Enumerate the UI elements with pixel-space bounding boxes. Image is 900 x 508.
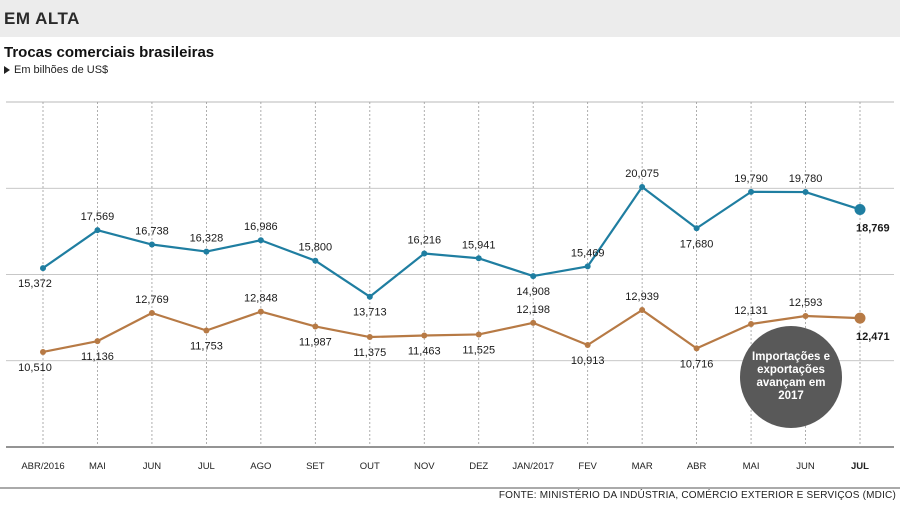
x-tick-label: ABR	[687, 461, 707, 472]
data-label-2: 12,198	[516, 304, 550, 316]
kicker-bar	[0, 0, 900, 37]
data-point-2	[475, 331, 482, 338]
data-label-2: 12,471	[856, 331, 890, 343]
data-point-1	[312, 257, 319, 264]
data-label-2: 12,769	[135, 294, 169, 306]
data-label-2: 12,939	[625, 291, 659, 303]
data-point-1	[584, 263, 591, 270]
data-point-2	[366, 334, 373, 341]
x-tick-label: JUN	[143, 461, 162, 472]
data-label-1: 19,780	[789, 173, 823, 185]
data-label-1: 17,569	[81, 211, 115, 223]
data-point-2	[802, 313, 809, 320]
data-label-1: 18,769	[856, 222, 890, 234]
data-point-1	[475, 255, 482, 262]
data-point-1	[854, 203, 866, 215]
data-point-1	[693, 225, 700, 232]
data-point-2	[312, 323, 319, 330]
data-label-2: 10,913	[571, 355, 605, 367]
data-point-1	[257, 237, 264, 244]
data-label-2: 11,136	[81, 351, 114, 363]
data-label-2: 10,510	[18, 362, 52, 374]
data-point-2	[257, 308, 264, 315]
data-label-1: 19,790	[734, 173, 768, 185]
data-label-2: 11,987	[299, 336, 332, 348]
data-point-2	[854, 312, 866, 324]
x-tick-label: MAI	[743, 461, 760, 472]
data-point-2	[421, 332, 428, 339]
series-line-1	[42, 185, 861, 298]
data-point-1	[639, 183, 646, 190]
data-label-1: 16,328	[190, 233, 224, 245]
data-label-2: 12,848	[244, 293, 278, 305]
data-label-1: 13,713	[353, 307, 387, 319]
data-point-2	[94, 338, 101, 345]
callout-text: Importações e exportações avançam em 201…	[752, 351, 830, 402]
data-label-1: 15,941	[462, 239, 496, 251]
data-label-2: 10,716	[680, 358, 714, 370]
x-tick-label: NOV	[414, 461, 435, 472]
data-label-2: 11,753	[190, 341, 223, 353]
chart-title: Trocas comerciais brasileiras	[4, 44, 215, 61]
callout-badge: Importações e exportações avançam em 201…	[740, 326, 842, 428]
data-label-1: 15,469	[571, 247, 605, 259]
x-tick-label: AGO	[250, 461, 271, 472]
data-label-1: 16,986	[244, 221, 278, 233]
data-point-1	[530, 273, 537, 280]
data-point-2	[530, 319, 537, 326]
x-tick-label: JUN	[796, 461, 815, 472]
data-label-1: 14,908	[516, 286, 550, 298]
data-label-1: 16,738	[135, 226, 169, 238]
data-point-1	[148, 241, 155, 248]
x-tick-label: JAN/2017	[512, 461, 554, 472]
data-label-2: 12,593	[789, 297, 823, 309]
x-tick-label: SET	[306, 461, 325, 472]
triangle-bullet-icon	[4, 66, 10, 74]
data-point-1	[421, 250, 428, 257]
data-label-2: 11,525	[462, 344, 495, 356]
x-tick-label: MAI	[89, 461, 106, 472]
x-tick-label: MAR	[632, 461, 653, 472]
x-tick-label: DEZ	[469, 461, 488, 472]
data-point-2	[639, 307, 646, 314]
data-point-2	[748, 320, 755, 327]
source-note: FONTE: MINISTÉRIO DA INDÚSTRIA, COMÉRCIO…	[498, 490, 896, 501]
data-label-1: 20,075	[625, 168, 659, 180]
data-label-2: 12,131	[734, 305, 768, 317]
data-point-2	[693, 345, 700, 352]
data-label-2: 11,463	[408, 346, 441, 358]
data-point-2	[148, 309, 155, 316]
unit-label: Em bilhões de US$	[14, 64, 109, 76]
x-tick-label: ABR/2016	[21, 461, 64, 472]
series-line-2	[42, 308, 861, 354]
data-label-1: 15,372	[18, 278, 52, 290]
data-point-2	[203, 327, 210, 334]
data-label-1: 17,680	[680, 238, 714, 250]
data-label-1: 15,800	[299, 242, 333, 254]
x-tick-label: JUL	[198, 461, 215, 472]
x-tick-label: FEV	[578, 461, 597, 472]
data-label-1: 16,216	[407, 235, 441, 247]
data-label-2: 11,375	[353, 347, 386, 359]
x-tick-label: OUT	[360, 461, 380, 472]
kicker-label: EM ALTA	[4, 9, 80, 28]
unit-note: Em bilhões de US$	[4, 64, 108, 76]
data-point-1	[203, 248, 210, 255]
data-point-1	[366, 293, 373, 300]
data-point-1	[94, 227, 101, 234]
data-point-1	[748, 188, 755, 195]
x-tick-label: JUL	[851, 461, 869, 472]
data-point-2	[584, 342, 591, 349]
data-point-1	[802, 189, 809, 196]
data-point-1	[40, 265, 46, 272]
data-point-2	[40, 348, 46, 355]
